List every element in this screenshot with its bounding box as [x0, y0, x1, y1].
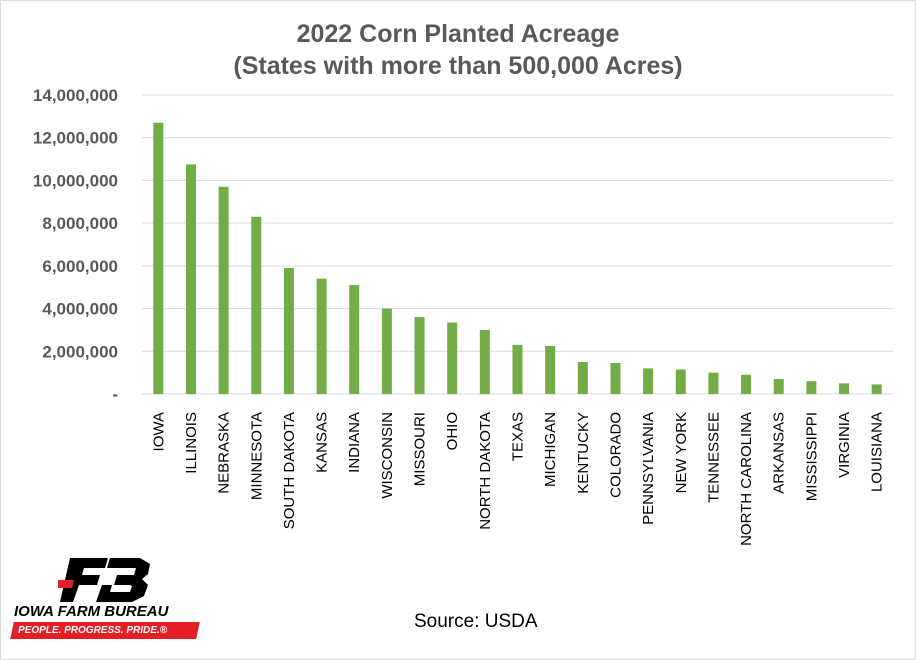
x-tick-label: ARKANSAS [771, 412, 788, 494]
y-tick-label: 2,000,000 [42, 342, 118, 361]
x-tick-label: TEXAS [510, 412, 527, 461]
x-tick-label: MICHIGAN [542, 412, 559, 487]
bar-louisiana [871, 384, 882, 394]
bar-missouri [414, 317, 425, 394]
bar-mississippi [806, 381, 817, 394]
bar-virginia [839, 383, 850, 394]
x-tick-label: LOUISIANA [869, 412, 886, 492]
bar-south-dakota [283, 267, 294, 394]
logo-wordmark: IOWA FARM BUREAU [14, 603, 169, 620]
chart-title-line-2: (States with more than 500,000 Acres) [233, 52, 683, 80]
source-note: Source: USDA [414, 611, 538, 632]
x-tick-label: NORTH CAROLINA [738, 412, 755, 546]
x-tick-label: KENTUCKY [575, 412, 592, 494]
x-tick-label: COLORADO [607, 412, 624, 498]
x-tick-label: KANSAS [314, 412, 331, 473]
x-tick-label: INDIANA [346, 412, 363, 473]
bar-minnesota [251, 216, 262, 394]
bar-colorado [610, 363, 621, 394]
y-axis-tick-labels: - 2,000,000 4,000,000 6,000,000 8,000,000 10,… [33, 86, 118, 404]
bar-iowa [153, 122, 164, 394]
bar-tennessee [708, 372, 719, 394]
bar-arkansas [773, 379, 784, 394]
x-tick-label: NEW YORK [673, 412, 690, 493]
bar-michigan [545, 345, 556, 394]
bar-chart: - 2,000,000 4,000,000 6,000,000 8,000,000 10,… [33, 86, 893, 546]
bar-pennsylvania [643, 368, 654, 394]
x-tick-label: OHIO [444, 412, 461, 450]
x-tick-label: PENNSYLVANIA [640, 412, 657, 525]
x-tick-label: WISCONSIN [379, 412, 396, 499]
gridlines [142, 94, 893, 395]
chart-title-line-1: 2022 Corn Planted Acreage [296, 20, 620, 48]
bar-north-carolina [741, 374, 752, 394]
y-tick-label: 4,000,000 [42, 300, 118, 319]
y-tick-label: - [112, 385, 118, 404]
bar-nebraska [218, 186, 229, 394]
bars [153, 122, 882, 394]
bar-ohio [447, 322, 458, 394]
x-tick-label: VIRGINIA [836, 412, 853, 478]
chart-title: 2022 Corn Planted Acreage (States with m… [0, 18, 916, 82]
farm-bureau-fb-mark-icon [58, 558, 150, 602]
x-tick-label: ILLINOIS [183, 412, 200, 474]
y-tick-label: 14,000,000 [33, 86, 118, 105]
bar-indiana [349, 285, 360, 394]
bar-new-york [675, 369, 686, 394]
x-tick-label: SOUTH DAKOTA [281, 412, 298, 529]
x-tick-label: TENNESSEE [705, 412, 722, 503]
x-tick-label: MISSOURI [412, 412, 429, 486]
x-tick-label: NEBRASKA [216, 412, 233, 494]
bar-illinois [185, 164, 196, 394]
y-tick-label: 10,000,000 [33, 171, 118, 190]
y-tick-label: 8,000,000 [42, 214, 118, 233]
x-axis-tick-labels: IOWA ILLINOIS NEBRASKA MINNESOTA SOUTH DAKOT… [150, 412, 885, 546]
x-tick-label: MISSISSIPPI [803, 412, 820, 501]
iowa-farm-bureau-logo: IOWA FARM BUREAU PEOPLE. PROGRESS. PRIDE… [10, 556, 202, 642]
logo-tagline-text: PEOPLE. PROGRESS. PRIDE.® [18, 625, 168, 636]
bar-north-dakota [479, 329, 490, 394]
x-tick-label: NORTH DAKOTA [477, 412, 494, 530]
y-tick-label: 6,000,000 [42, 257, 118, 276]
bar-wisconsin [381, 308, 392, 394]
x-tick-label: MINNESOTA [248, 412, 265, 500]
y-tick-label: 12,000,000 [33, 129, 118, 148]
x-tick-label: IOWA [150, 412, 167, 451]
bar-kansas [316, 278, 327, 394]
bar-kentucky [577, 361, 588, 394]
bar-texas [512, 344, 523, 394]
logo-tagline: PEOPLE. PROGRESS. PRIDE.® [10, 622, 200, 639]
